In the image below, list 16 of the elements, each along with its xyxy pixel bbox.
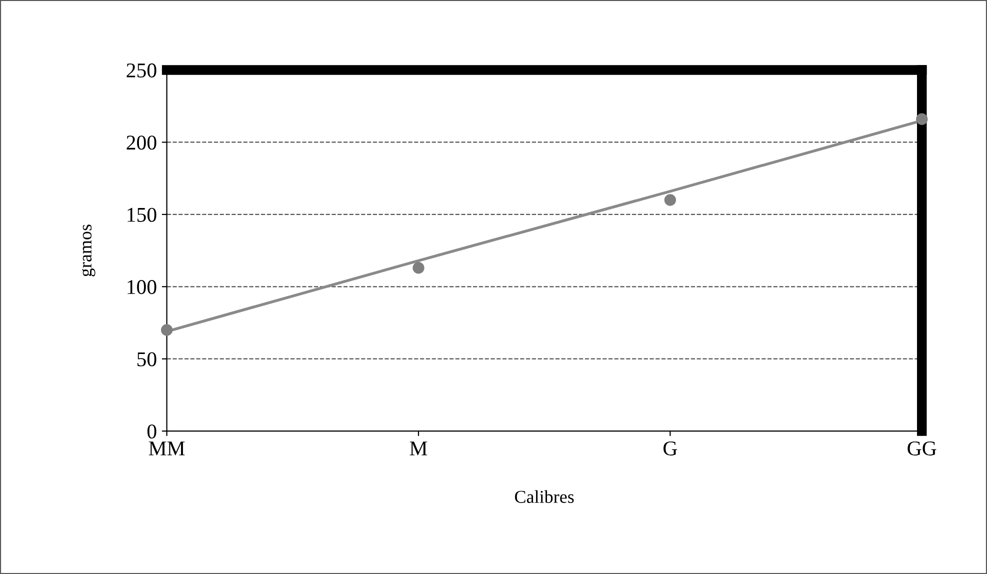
x-tick-label: G xyxy=(664,441,678,456)
y-tick-label: 250 xyxy=(126,63,156,78)
x-axis-title: Calibres xyxy=(514,490,574,503)
point xyxy=(916,113,928,125)
y-tick-label: 50 xyxy=(137,352,156,366)
x-tick-label: MM xyxy=(148,442,185,456)
point xyxy=(412,262,424,274)
x-tick-label: GG xyxy=(908,441,936,456)
y-axis-title: gramos xyxy=(82,224,96,276)
point xyxy=(664,194,676,206)
y-tick-label: 0 xyxy=(147,424,156,439)
x-tick-label: M xyxy=(410,442,428,456)
point xyxy=(160,324,173,336)
y-tick-label: 150 xyxy=(128,208,156,222)
y-tick-label: 200 xyxy=(126,136,156,150)
y-tick-label: 100 xyxy=(128,280,156,294)
